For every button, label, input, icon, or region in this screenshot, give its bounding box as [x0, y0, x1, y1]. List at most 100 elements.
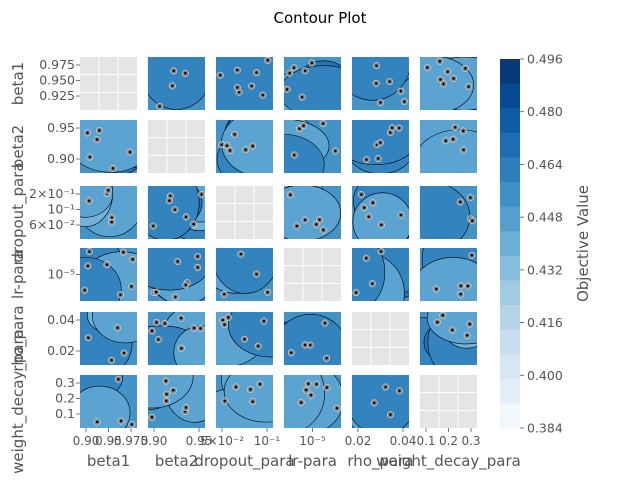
trial-point-center — [236, 68, 239, 72]
trial-point-center — [292, 66, 296, 69]
panel-dropout_para-vs-lr-para — [284, 186, 341, 239]
trial-point-center — [223, 399, 227, 403]
trial-point-center — [184, 71, 187, 75]
contour-field — [216, 120, 273, 173]
contour-level — [148, 57, 205, 110]
trial-point-center — [105, 263, 109, 266]
panel-dropout_para-vs-beta1 — [80, 186, 137, 239]
y-axis-labels: 0.9750.9500.925beta10.950.90beta22×10⁻¹1… — [9, 57, 80, 474]
contour-field — [148, 186, 205, 239]
trial-point-center — [375, 64, 378, 67]
trial-point-center — [184, 283, 187, 287]
trial-point-center — [243, 338, 246, 341]
trial-point-center — [119, 419, 123, 423]
trial-point-center — [168, 199, 171, 202]
panel-rho_para-vs-rho_para — [352, 312, 409, 365]
trial-point-center — [397, 126, 401, 130]
colorbar-band — [500, 231, 520, 257]
trial-point-center — [379, 141, 382, 144]
trial-point-center — [367, 215, 371, 218]
contour-level — [148, 248, 205, 291]
contour-level — [216, 248, 273, 294]
x-axis-label: rho_para — [347, 452, 413, 471]
trial-point-center — [87, 336, 90, 339]
trial-point-center — [309, 393, 313, 397]
trial-point-center — [471, 219, 474, 223]
colorbar-band — [500, 206, 520, 232]
contour-level — [352, 192, 409, 239]
trial-point-center — [310, 61, 314, 65]
trial-point-center — [293, 153, 296, 157]
y-tick-label: 0.95 — [47, 120, 75, 135]
trial-point-center — [88, 155, 92, 159]
panel-dropout_para-vs-weight_decay_para — [420, 186, 477, 239]
colorbar-band — [500, 403, 520, 429]
colorbar-band — [500, 378, 520, 404]
panel-beta2-vs-rho_para — [352, 120, 409, 173]
panel-weight_decay_para-vs-beta2 — [148, 375, 205, 428]
x-axis-label: weight_decay_para — [376, 452, 521, 471]
contour-field — [80, 186, 137, 239]
trial-point-center — [325, 386, 329, 389]
trial-point-center — [180, 347, 183, 350]
trial-point-center — [453, 126, 457, 129]
trial-point-center — [374, 82, 378, 85]
contour-field — [420, 120, 477, 173]
panel-beta2-vs-weight_decay_para — [420, 120, 477, 173]
contour-field — [352, 248, 409, 301]
trial-point-center — [237, 91, 241, 94]
trial-point-center — [119, 293, 122, 296]
x-tick-label: 0.02 — [345, 434, 372, 448]
trial-point-center — [266, 291, 269, 294]
empty-panel-bg — [148, 120, 205, 173]
colorbar-tick-label: 0.448 — [527, 210, 563, 225]
trial-point-center — [442, 82, 445, 86]
trial-point-center — [131, 258, 134, 261]
trial-point-center — [435, 287, 438, 291]
x-tick-label: 0.95 — [95, 434, 122, 448]
panel-rho_para-vs-beta1 — [80, 312, 137, 365]
trial-point-center — [116, 326, 119, 330]
y-axis-label: lr-para — [9, 250, 27, 299]
y-tick-label: 10⁻⁵ — [47, 267, 75, 282]
trial-point-center — [122, 250, 125, 254]
trial-point-center — [379, 101, 382, 104]
panel-rho_para-vs-weight_decay_para — [420, 312, 477, 365]
trial-point-center — [163, 322, 167, 325]
trial-point-center — [165, 392, 168, 396]
panel-beta1-vs-rho_para — [352, 57, 409, 110]
panel-beta2-vs-dropout_para — [216, 120, 273, 173]
colorbar-label: Objective Value — [574, 185, 592, 302]
trial-point-center — [228, 149, 232, 152]
empty-panel-bg — [80, 57, 137, 110]
colorbar: 0.496 0.480 0.464 0.448 0.432 0.416 0.400 0.384… — [500, 52, 592, 436]
contour-field — [216, 248, 273, 301]
trial-point-center — [325, 357, 328, 360]
trial-point-center — [451, 328, 454, 332]
panel-beta1-vs-beta2 — [148, 57, 205, 110]
trial-point-center — [468, 322, 471, 326]
trial-point-center — [362, 206, 366, 209]
trial-point-center — [150, 416, 154, 419]
trial-point-center — [303, 343, 307, 347]
y-tick-label: 6×10⁻² — [29, 217, 75, 232]
trial-point-center — [365, 158, 368, 161]
colorbar-tick-label: 0.400 — [527, 368, 563, 383]
x-tick-label: 5×10⁻² — [200, 434, 244, 448]
panel-weight_decay_para-vs-rho_para — [352, 375, 409, 428]
empty-panel-bg — [216, 186, 273, 239]
contour-level — [284, 65, 341, 110]
trial-point-center — [376, 157, 380, 160]
y-axis-label: dropout_para — [9, 162, 28, 262]
x-tick-label: 0.90 — [73, 434, 100, 448]
trial-point-center — [315, 223, 318, 226]
trial-point-center — [107, 189, 110, 192]
trial-point-center — [371, 282, 374, 285]
panel-dropout_para-vs-beta2 — [148, 186, 205, 239]
contour-field — [148, 248, 205, 301]
panel-beta1-vs-weight_decay_para — [420, 57, 477, 110]
x-tick-label: 10⁻⁵ — [299, 434, 326, 448]
trial-point-center — [436, 320, 439, 324]
trial-point-center — [110, 220, 113, 224]
